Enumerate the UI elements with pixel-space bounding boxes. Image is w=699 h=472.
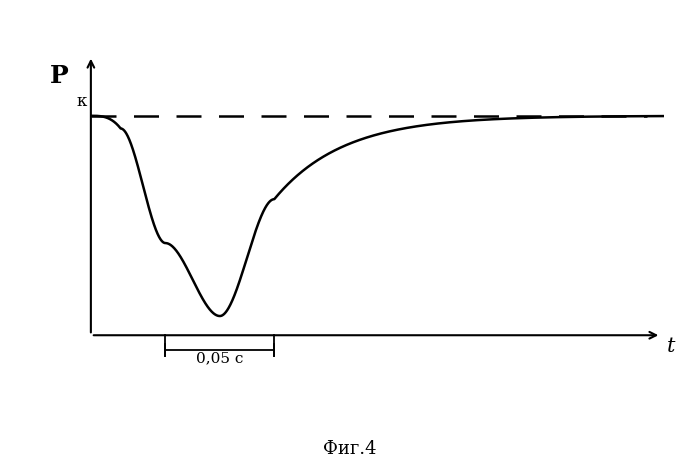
- Text: 0,05 с: 0,05 с: [196, 352, 243, 366]
- Text: к: к: [77, 93, 87, 110]
- Text: t: t: [667, 337, 675, 355]
- Text: Фиг.4: Фиг.4: [323, 440, 376, 458]
- Text: Р: Р: [50, 65, 69, 88]
